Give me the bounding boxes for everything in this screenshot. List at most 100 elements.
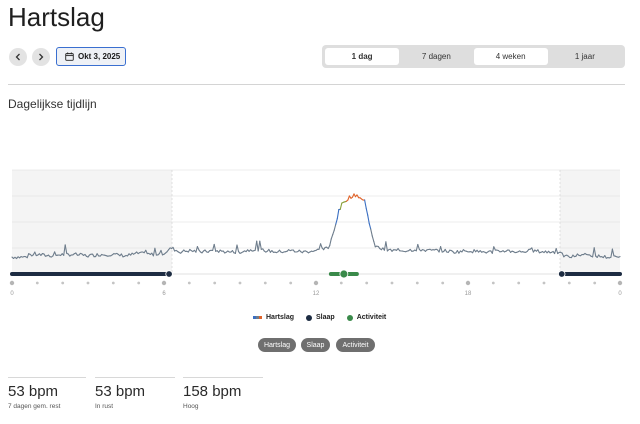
heart-rate-segment [234,244,238,254]
hour-dot [187,281,191,285]
stat-high-value: 158 bpm [183,383,242,400]
heart-rate-segment [370,228,373,237]
heart-rate-segment [368,222,372,230]
time-range-selector: 1 dag 7 dagen 4 weken 1 jaar [322,45,625,68]
hour-dot [415,281,419,285]
tick-dot [313,280,319,286]
x-tick-label: 12 [313,291,320,297]
heart-rate-segment [34,251,37,257]
heart-rate-segment [257,240,261,252]
stat-resting-value: 53 bpm [95,383,146,400]
hour-dot [289,281,293,285]
chart-legend: Hartslag Slaap Activiteit [253,314,386,321]
previous-day-button[interactable] [9,48,27,66]
hour-dot [491,281,495,285]
legend-hartslag: Hartslag [253,314,294,321]
next-day-button[interactable] [32,48,50,66]
heart-rate-segment [417,243,420,251]
hour-dot [111,281,115,285]
heart-rate-segment [371,235,375,243]
heart-rate-segment [537,249,540,254]
range-7-days[interactable]: 7 dagen [421,52,451,61]
heart-rate-segment [493,246,496,251]
sleep-dot-icon [306,314,313,321]
heart-rate-segment [339,202,343,210]
run-icon [339,269,349,279]
chevron-left-icon [15,53,20,61]
heart-rate-segment [333,223,337,231]
heart-rate-segment [385,241,388,252]
heart-rate-segment [491,246,495,254]
timeline-track [10,269,622,279]
heart-rate-segment [335,218,338,225]
heart-rate-segment [365,207,369,216]
heart-rate-segment [531,247,534,253]
heart-rate-segment [154,247,157,256]
calendar-icon [65,52,74,61]
x-axis: 0 6 12 18 0 [9,280,623,297]
legend-label: Slaap [316,314,335,321]
heart-rate-series [11,193,621,260]
heart-rate-segment [63,244,66,256]
tick-dot [161,280,167,286]
hour-dot [567,281,571,285]
heart-rate-segment [347,195,350,201]
heart-rate-segment [367,214,370,224]
heart-rate-segment [120,253,124,258]
activity-dot-icon [346,314,353,321]
heart-rate-segment [145,249,148,255]
hour-dot [365,281,369,285]
heart-rate-segment [196,246,200,251]
page-title: Hartslag [8,2,105,32]
tick-dot [465,280,471,286]
range-1-day[interactable]: 1 dag [325,48,400,65]
hour-dot [263,281,267,285]
hour-dot [61,281,65,285]
stat-divider [183,377,263,378]
heart-rate-segment [555,248,559,255]
heart-rate-segment [330,234,334,240]
x-tick-label: 18 [465,291,472,297]
heart-rate-line-icon [253,316,262,319]
tick-dot [617,280,623,286]
legend-label: Hartslag [266,314,295,321]
heart-rate-segment [561,252,565,258]
heart-rate-segment [160,249,164,256]
filter-hartslag-button[interactable]: Hartslag [258,338,296,352]
header-divider [8,84,625,85]
heart-rate-segment [593,247,597,257]
sleep-marker-icon [165,270,173,278]
range-4-weeks[interactable]: 4 weken [473,48,548,65]
hour-dot [137,281,141,285]
filter-slaap-button[interactable]: Slaap [301,338,330,352]
hour-dot [238,281,242,285]
heart-rate-segment [172,246,176,252]
heart-rate-segment [320,243,323,249]
range-1-year[interactable]: 1 jaar [574,52,595,61]
hour-dot [542,281,546,285]
heart-rate-segment [611,248,615,257]
heart-rate-chart: 0 6 12 18 0 [9,169,623,297]
hour-dot [339,281,343,285]
heart-rate-segment [26,253,30,259]
hour-dot [517,281,521,285]
timeline-title: Dagelijkse tijdlijn [8,97,97,111]
heart-rate-segment [415,243,419,252]
hour-dot [390,281,394,285]
filter-activiteit-button[interactable]: Activiteit [336,338,375,352]
hour-dot [35,281,39,285]
date-picker-button[interactable]: Okt 3, 2025 [56,47,126,66]
heart-rate-segment [440,246,443,253]
stat-high-label: Hoog [183,403,199,410]
heart-rate-segment [213,243,217,252]
stat-divider [8,377,86,378]
stat-divider [95,377,175,378]
chevron-right-icon [39,53,44,61]
hour-dot [593,281,597,285]
heart-rate-segment [329,238,332,247]
x-tick-label: 6 [162,291,166,297]
heart-rate-segment [332,229,335,236]
hour-dot [441,281,445,285]
heart-rate-segment [236,244,240,253]
stat-7day-rest-value: 53 bpm [8,383,59,400]
